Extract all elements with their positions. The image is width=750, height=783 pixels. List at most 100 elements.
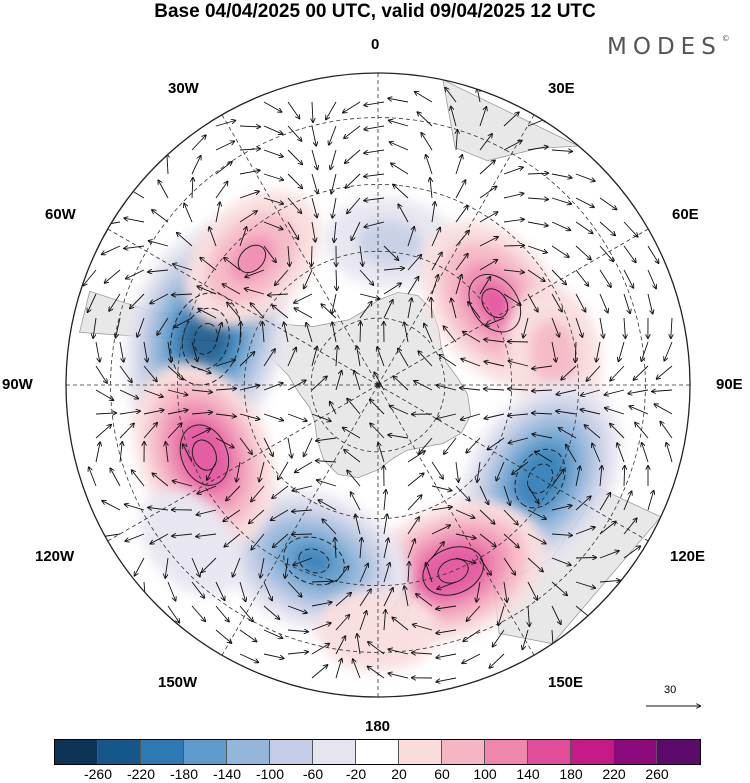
- lon-label-120e: 120E: [670, 548, 706, 565]
- wind-vector: [209, 227, 217, 247]
- wind-vector: [215, 323, 222, 343]
- wind-vector: [527, 198, 548, 199]
- wind-vector: [439, 355, 457, 367]
- wind-vector: [503, 219, 524, 223]
- wind-vector: [575, 269, 588, 286]
- wind-vector: [343, 101, 361, 113]
- wind-vector: [476, 581, 481, 602]
- wind-vector: [364, 101, 385, 105]
- wind-vector: [167, 365, 183, 379]
- wind-vector: [272, 305, 289, 319]
- contour-line: [237, 244, 267, 274]
- wind-vector: [642, 443, 649, 463]
- wind-vector: [287, 413, 307, 421]
- wind-vector: [599, 580, 620, 582]
- meridian-line: [107, 228, 379, 386]
- wind-vector: [233, 557, 241, 577]
- wind-vector: [455, 533, 476, 538]
- wind-vector: [95, 413, 116, 414]
- wind-vector: [575, 317, 582, 337]
- wind-vector: [311, 173, 318, 193]
- wind-vector: [383, 283, 401, 295]
- wind-vector: [527, 147, 548, 151]
- wind-vector: [304, 269, 313, 288]
- wind-vector: [561, 365, 577, 380]
- wind-vector: [413, 625, 433, 631]
- wind-vector: [287, 605, 307, 613]
- wind-vector: [463, 629, 481, 641]
- wind-vector: [287, 437, 292, 458]
- brand-text: MODES: [607, 34, 722, 60]
- contour-line: [283, 536, 345, 586]
- wind-vector: [461, 413, 481, 420]
- wind-vector: [359, 269, 373, 285]
- wind-vector: [335, 615, 349, 631]
- wind-vector: [527, 485, 539, 503]
- wind-vector: [368, 667, 385, 679]
- wind-vector: [152, 210, 169, 223]
- wind-vector: [456, 130, 458, 151]
- wind-vector: [353, 659, 361, 679]
- wind-vector: [503, 112, 519, 127]
- wind-vector: [311, 221, 315, 242]
- wind-vector: [430, 178, 432, 199]
- colorbar-tick-label: -20: [345, 766, 367, 782]
- wind-vector: [183, 444, 193, 463]
- wind-vector: [317, 480, 337, 487]
- wind-vector: [388, 435, 409, 439]
- wind-vector: [671, 317, 672, 338]
- wind-vector: [143, 389, 163, 397]
- wind-vector: [610, 424, 625, 439]
- wind-vector: [585, 425, 601, 439]
- wind-vector: [508, 342, 529, 343]
- wind-vector: [431, 202, 435, 223]
- wind-vector: [551, 317, 559, 337]
- wind-vector: [551, 293, 562, 311]
- wind-vector: [239, 437, 252, 454]
- wind-vector: [347, 399, 361, 415]
- wind-vector: [354, 371, 361, 391]
- wind-vector: [575, 496, 591, 511]
- wind-vector: [551, 245, 569, 257]
- wind-vector: [551, 269, 566, 284]
- wind-vector: [263, 197, 283, 204]
- wind-vector: [479, 485, 488, 504]
- wind-vector: [311, 245, 312, 266]
- wind-vector: [109, 293, 121, 311]
- wind-vector: [311, 149, 317, 169]
- wind-vector: [172, 294, 193, 295]
- wind-vector: [110, 469, 121, 487]
- wind-vector: [485, 362, 505, 367]
- wind-vector: [226, 485, 241, 500]
- wind-vector: [239, 385, 259, 391]
- colorbar-swatch: [270, 740, 313, 764]
- wind-vector: [451, 107, 457, 127]
- wind-vector: [527, 581, 537, 600]
- wind-vector: [503, 533, 519, 548]
- wind-vector: [153, 473, 169, 487]
- wind-vector: [527, 245, 547, 253]
- wind-vector: [215, 202, 220, 223]
- wind-vector: [370, 424, 385, 439]
- wind-vector: [551, 341, 556, 362]
- wind-vector: [215, 389, 236, 391]
- wind-vector: [532, 413, 553, 414]
- wind-vector: [263, 173, 283, 180]
- colorbar-tick-label: 180: [559, 766, 583, 782]
- wind-vector: [174, 317, 193, 327]
- wind-vector: [287, 380, 306, 391]
- colorbar-swatch: [356, 740, 399, 764]
- wind-vector: [135, 557, 145, 576]
- wind-vector: [559, 428, 577, 439]
- wind-vector: [346, 173, 361, 188]
- wind-vector: [288, 245, 290, 266]
- wind-vector: [378, 443, 385, 463]
- wind-vector: [191, 605, 205, 621]
- wind-vector: [623, 492, 632, 511]
- wind-vector: [319, 500, 337, 511]
- wind-vector: [455, 509, 474, 518]
- wind-vector: [351, 492, 361, 511]
- wind-vector: [360, 322, 361, 343]
- wind-vector: [364, 149, 385, 153]
- wind-vector: [102, 501, 121, 511]
